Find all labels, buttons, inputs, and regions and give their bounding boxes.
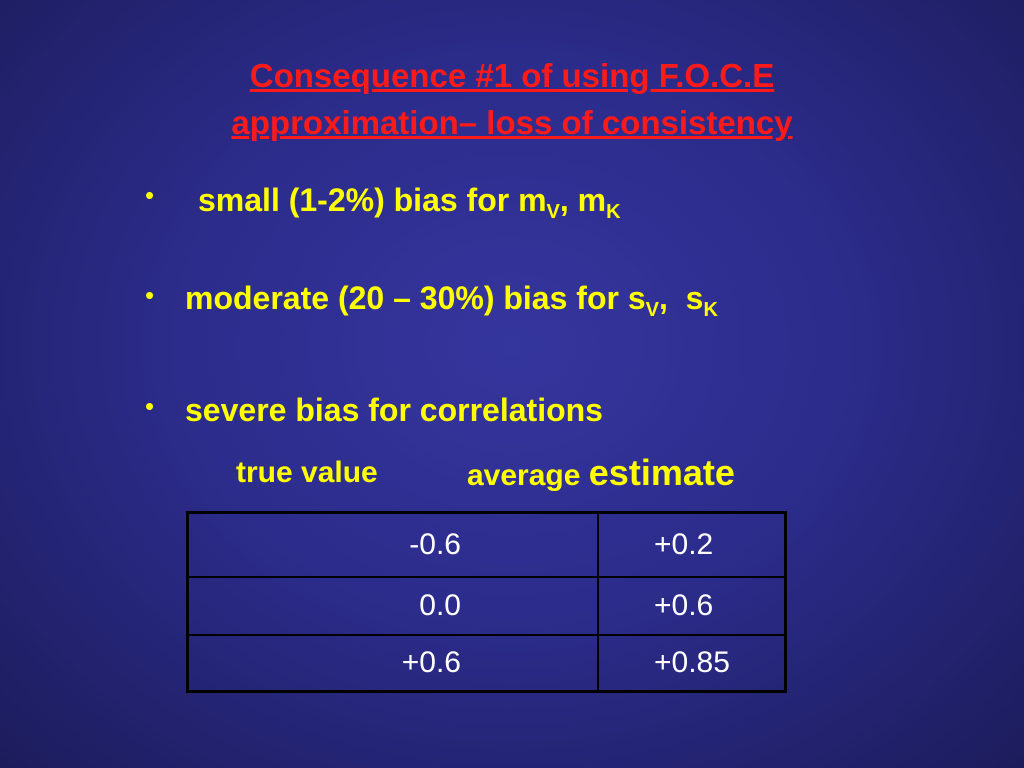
average-estimate-cell: +0.2 (597, 511, 787, 578)
bullet-text: severe bias for correlations (185, 392, 603, 428)
bullet-text: moderate (20 – 30%) bias for s (185, 280, 646, 316)
subscript: V (645, 299, 659, 321)
table-row: 0.0 +0.6 (186, 576, 787, 636)
header-word: estimate (588, 452, 735, 493)
subscript: K (606, 201, 621, 223)
column-header-average-estimate: average estimate (467, 453, 735, 496)
bullet-text: small (1-2%) bias for m (198, 182, 547, 218)
bullet-marker-1: • (145, 180, 155, 210)
header-word: average (467, 459, 581, 492)
bullet-marker-3: • (145, 391, 155, 421)
table-row: -0.6 +0.2 (186, 511, 787, 578)
column-header-true-value: true value (236, 456, 378, 489)
correlation-table: -0.6 +0.2 0.0 +0.6 +0.6 +0.85 (186, 511, 787, 693)
bullet-item-1: small (1-2%) bias for mV, mK (198, 180, 621, 223)
true-value-cell: +0.6 (186, 634, 599, 693)
average-estimate-cell: +0.85 (597, 634, 787, 693)
bullet-item-2: moderate (20 – 30%) bias for sV, sK (185, 278, 718, 321)
subscript: V (546, 201, 560, 223)
title-line-1: Consequence #1 of using F.O.C.E (249, 57, 775, 94)
table-row: +0.6 +0.85 (186, 634, 787, 693)
bullet-marker-2: • (145, 280, 155, 310)
average-estimate-cell: +0.6 (597, 576, 787, 636)
bullet-text: , s (658, 280, 704, 316)
bullet-text: , m (559, 182, 607, 218)
title-line-2: approximation– loss of consistency (231, 104, 793, 141)
subscript: K (703, 299, 718, 321)
bullet-item-3: severe bias for correlations (185, 390, 603, 430)
slide-title: Consequence #1 of using F.O.C.E approxim… (0, 52, 1024, 146)
true-value-cell: 0.0 (186, 576, 599, 636)
true-value-cell: -0.6 (186, 511, 599, 578)
